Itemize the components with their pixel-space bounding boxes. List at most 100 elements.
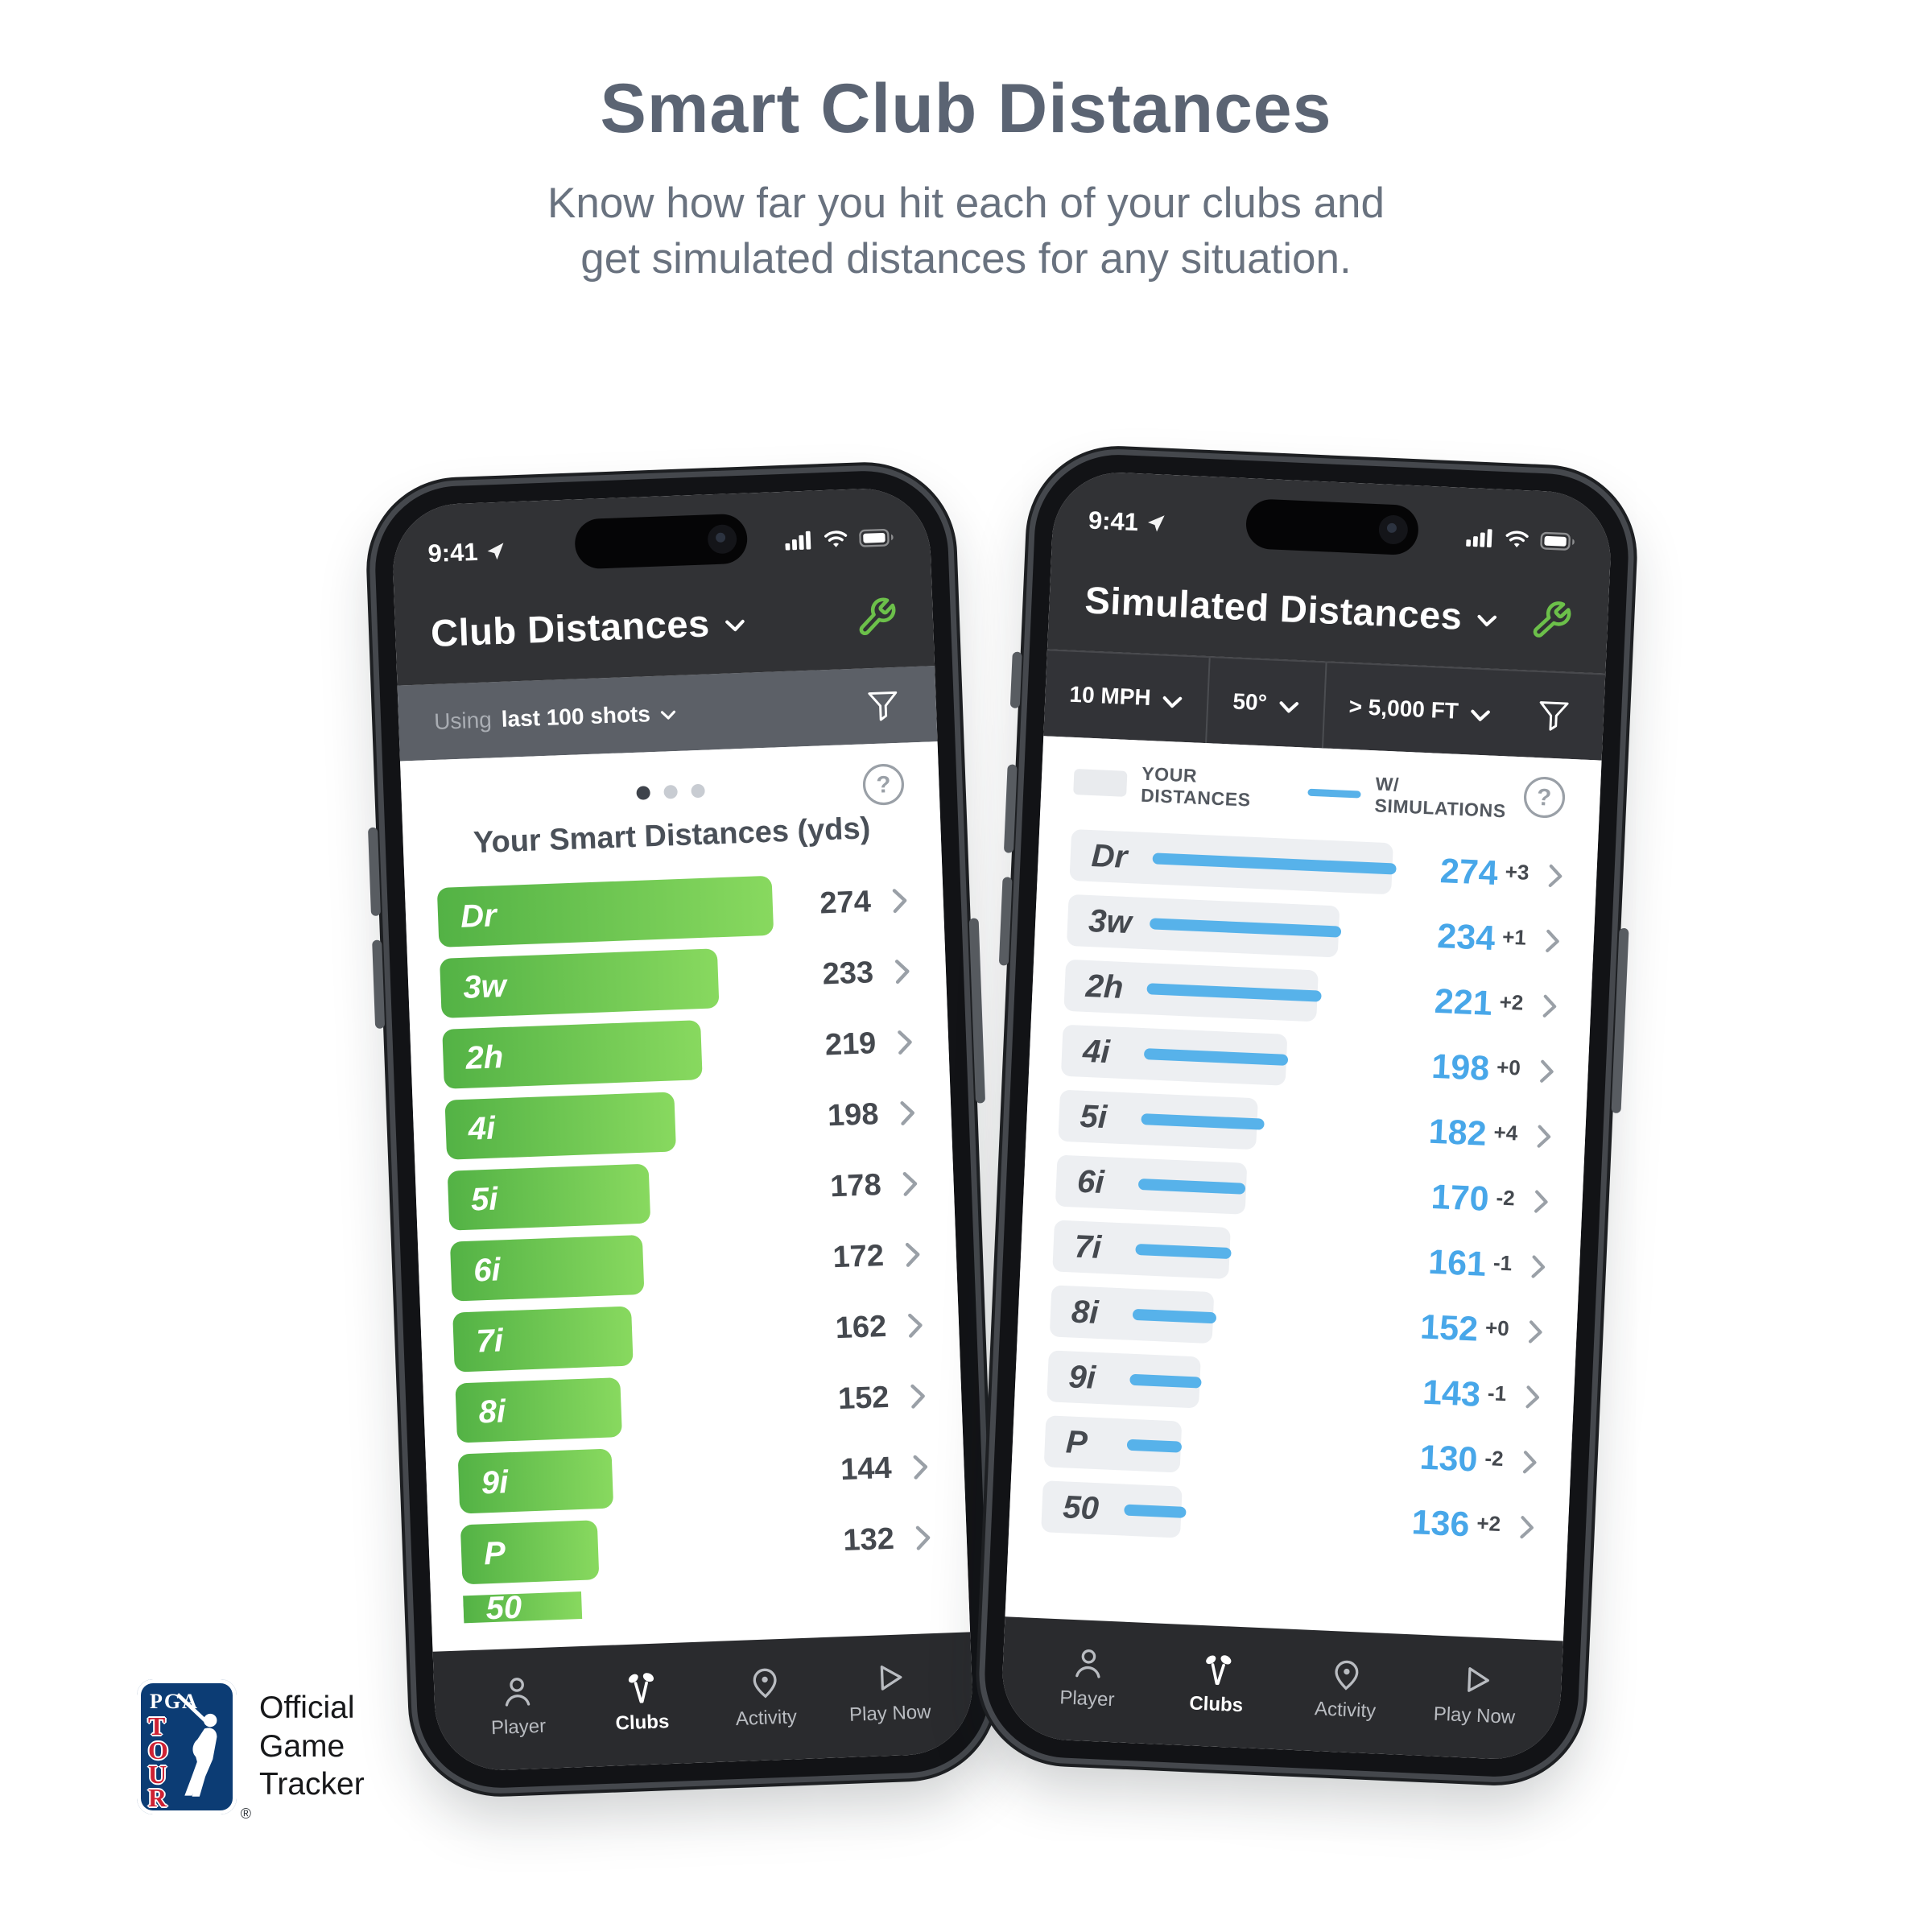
simulations-label: W/ SIMULATIONS [1374,773,1507,822]
hero: Smart Club Distances Know how far you hi… [0,69,1932,287]
dynamic-island [1245,498,1420,556]
club-distance-row[interactable]: 8i 152 [455,1366,930,1443]
screen-title-dropdown[interactable]: Simulated Distances [1084,578,1463,638]
tab-play-now[interactable]: Play Now [1409,1639,1542,1749]
chevron-right-icon [1522,1450,1538,1475]
value-group: 161 -1 [1427,1242,1513,1284]
phone-club-distances: 9:41 Club Distances Using [367,468,993,1791]
app-header: 9:41 Club Distances [390,486,935,686]
simulated-value: 161 [1427,1242,1488,1284]
distance-value: 172 [832,1238,885,1274]
club-label: 4i [1082,1033,1111,1070]
simulated-value: 221 [1433,981,1493,1023]
delta-value: -1 [1487,1380,1507,1406]
distance-value: 132 [842,1521,895,1558]
tab-label: Activity [735,1705,798,1730]
club-distance-row[interactable]: 7i 162 [452,1295,927,1373]
page-dot[interactable] [663,784,678,799]
altitude-filter-dropdown[interactable]: > 5,000 FT [1321,663,1517,757]
club-label: Dr [1090,837,1129,875]
tab-activity[interactable]: Activity [702,1642,830,1752]
simulated-distance-row[interactable]: Dr 274 +3 [1069,828,1565,902]
club-distance-row[interactable]: 50 [463,1578,937,1624]
simulated-distance-row[interactable]: 5i 182 +4 [1058,1089,1554,1163]
golfer-icon [175,1689,233,1805]
chevron-right-icon [1534,1189,1549,1214]
delta-value: +0 [1496,1054,1521,1080]
club-label: P [483,1534,506,1571]
simulated-distance-row[interactable]: 3w 234 +1 [1066,894,1563,968]
value-group: 136 +2 [1411,1503,1501,1544]
help-button[interactable]: ? [861,762,906,807]
page-dot[interactable] [690,783,705,798]
temperature-filter-dropdown[interactable]: 50° [1205,658,1326,749]
distance-value: 162 [834,1309,887,1345]
club-distance-row[interactable]: 9i 144 [457,1437,933,1514]
screen-title-dropdown[interactable]: Club Distances [430,601,711,655]
tab-label: Play Now [1433,1703,1516,1728]
club-distance-row[interactable]: 6i 172 [449,1224,925,1302]
wind-filter-dropdown[interactable]: 10 MPH [1043,650,1209,743]
tab-activity[interactable]: Activity [1279,1633,1413,1744]
player-icon [1070,1644,1107,1681]
tab-label: Activity [1314,1697,1377,1722]
tab-clubs[interactable]: Clubs [1150,1628,1284,1738]
screen: 9:41 Club Distances Using [390,486,975,1773]
location-arrow-icon [1146,514,1166,534]
club-distance-row[interactable]: Dr 274 [436,870,912,947]
club-bar: 4i [444,1092,676,1160]
status-bar: 9:41 [1087,472,1578,580]
simulated-distance-row[interactable]: 50 136 +2 [1041,1480,1537,1554]
power-button [968,918,986,1104]
tab-player[interactable]: Player [454,1651,582,1761]
footer-text: Official Game Tracker [259,1679,365,1814]
shots-filter-dropdown[interactable]: last 100 shots [501,701,651,732]
chevron-right-icon [891,888,908,914]
footer-line-2: Game [259,1728,345,1764]
chevron-down-icon [660,709,676,721]
chevron-right-icon [910,1383,927,1410]
simulated-distance-row[interactable]: P 130 -2 [1043,1415,1540,1488]
filter-funnel-button[interactable] [865,686,902,726]
club-distance-row[interactable]: 3w 233 [440,941,914,1018]
simulated-distance-row[interactable]: 4i 198 +0 [1060,1024,1557,1098]
simulated-distance-row[interactable]: 2h 221 +2 [1063,959,1559,1033]
page-subtitle: Know how far you hit each of your clubs … [0,176,1932,287]
help-button[interactable]: ? [1521,774,1567,819]
chevron-down-icon [1278,700,1299,715]
chart-legend: YOUR DISTANCES W/ SIMULATIONS ? [1073,760,1569,825]
temperature-filter-label: 50° [1232,688,1268,716]
club-distance-row[interactable]: P 132 [460,1508,935,1585]
chevron-right-icon [1530,1254,1546,1279]
tab-clubs[interactable]: Clubs [578,1647,706,1757]
page-dot-active[interactable] [635,785,650,800]
club-label: 7i [1073,1228,1102,1265]
club-distance-row[interactable]: 2h 219 [442,1012,917,1089]
club-distance-row[interactable]: 5i 178 [447,1154,923,1231]
simulated-distance-row[interactable]: 6i 170 -2 [1055,1154,1551,1228]
chevron-down-icon [1469,708,1491,723]
distance-value: 198 [827,1096,880,1133]
club-distance-row[interactable]: 4i 198 [444,1083,919,1160]
app-header: 9:41 Simulated Distances [1046,469,1614,674]
simulated-value: 198 [1430,1046,1491,1088]
simulated-distance-row[interactable]: 8i 152 +0 [1049,1285,1546,1358]
wrench-settings-button[interactable] [1530,598,1573,642]
tab-bar: Player Clubs Activity Play Now [432,1632,975,1773]
tab-player[interactable]: Player [1022,1622,1155,1732]
filter-funnel-button[interactable] [1535,696,1572,736]
time-text: 9:41 [427,537,479,568]
power-button [1611,927,1629,1114]
simulated-distance-row[interactable]: 7i 161 -1 [1052,1220,1548,1293]
simulated-distance-row[interactable]: 9i 143 -1 [1046,1350,1542,1423]
signal-icon [785,530,813,551]
player-icon [499,1673,536,1710]
chevron-right-icon [894,959,910,985]
tab-play-now[interactable]: Play Now [825,1637,953,1747]
chevron-right-icon [1528,1319,1543,1344]
wrench-settings-button[interactable] [855,595,898,638]
simulated-value: 152 [1419,1307,1480,1349]
value-group: 170 -2 [1430,1177,1516,1218]
